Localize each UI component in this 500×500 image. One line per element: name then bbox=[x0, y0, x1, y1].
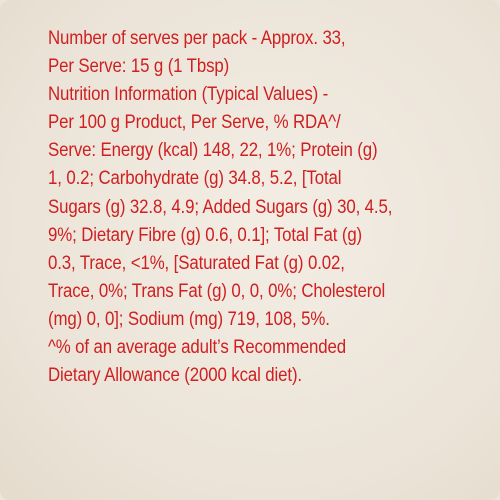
nutrition-information-heading-line: Nutrition Information (Typical Values) - bbox=[48, 83, 329, 106]
rda-footnote-line: ^% of an average adult’s Recommended bbox=[48, 336, 347, 359]
trans-fat-cholesterol-line: Trace, 0%; Trans Fat (g) 0, 0, 0%; Chole… bbox=[48, 279, 386, 302]
serves-per-pack-line: Number of serves per pack - Approx. 33, bbox=[48, 27, 346, 49]
saturated-fat-line: 0.3, Trace, <1%, [Saturated Fat (g) 0.02… bbox=[48, 251, 345, 274]
sugars-line: Sugars (g) 32.8, 4.9; Added Sugars (g) 3… bbox=[48, 195, 393, 218]
energy-protein-line: Serve: Energy (kcal) 148, 22, 1%; Protei… bbox=[48, 139, 378, 162]
per-serve-size-line: Per Serve: 15 g (1 Tbsp) bbox=[48, 55, 230, 78]
dietary-allowance-line: Dietary Allowance (2000 kcal diet). bbox=[48, 364, 302, 387]
sodium-line: (mg) 0, 0]; Sodium (mg) 719, 108, 5%. bbox=[48, 307, 330, 330]
nutrition-information-text: Number of serves per pack - Approx. 33, … bbox=[48, 24, 482, 389]
carbohydrate-line: 1, 0.2; Carbohydrate (g) 34.8, 5.2, [Tot… bbox=[48, 167, 342, 190]
column-description-line: Per 100 g Product, Per Serve, % RDA^/ bbox=[48, 111, 341, 134]
dietary-fibre-fat-line: 9%; Dietary Fibre (g) 0.6, 0.1]; Total F… bbox=[48, 223, 363, 246]
